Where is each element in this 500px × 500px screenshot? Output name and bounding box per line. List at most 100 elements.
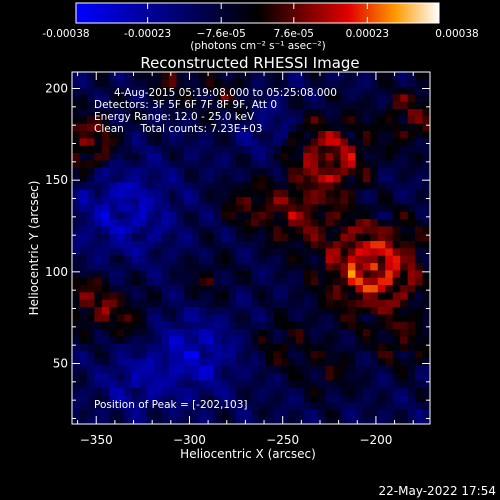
heatmap-cell xyxy=(265,204,274,212)
heatmap-cell xyxy=(265,270,274,278)
heatmap-cell xyxy=(377,204,386,212)
heatmap-cell xyxy=(415,284,423,293)
heatmap-cell xyxy=(370,108,379,117)
heatmap-cell xyxy=(310,86,319,95)
x-tick-label: −300 xyxy=(173,433,206,447)
heatmap-cell xyxy=(79,402,88,410)
heatmap-cell xyxy=(295,255,304,264)
heatmap-cell xyxy=(355,306,364,315)
heatmap-cell xyxy=(265,284,274,293)
heatmap-cell xyxy=(340,160,349,168)
heatmap-cell xyxy=(340,402,349,410)
heatmap-cell xyxy=(362,233,371,242)
heatmap-cell xyxy=(79,416,88,424)
heatmap-cell xyxy=(333,255,341,264)
heatmap-cell xyxy=(94,130,103,139)
heatmap-cell xyxy=(310,72,319,80)
heatmap-cell xyxy=(265,211,274,220)
heatmap-cell xyxy=(392,314,401,322)
heatmap-cell xyxy=(370,138,379,146)
heatmap-cell xyxy=(139,248,147,256)
heatmap-cell xyxy=(347,255,356,264)
heatmap-cell xyxy=(146,79,155,88)
heatmap-cell xyxy=(377,138,386,146)
heatmap-cell xyxy=(94,218,103,227)
heatmap-cell xyxy=(86,277,95,286)
heatmap-cell xyxy=(273,380,282,388)
heatmap-cell xyxy=(310,299,319,308)
heatmap-cell xyxy=(280,387,289,396)
heatmap-cell xyxy=(392,277,401,286)
heatmap-cell xyxy=(79,101,88,110)
heatmap-cell xyxy=(288,350,297,359)
heatmap-cell xyxy=(288,321,297,330)
heatmap-cell xyxy=(109,130,118,139)
heatmap-cell xyxy=(131,138,140,146)
heatmap-cell xyxy=(206,101,215,110)
heatmap-cell xyxy=(400,182,409,190)
heatmap-cell xyxy=(206,108,215,117)
heatmap-cell xyxy=(124,409,133,418)
heatmap-cell xyxy=(362,372,371,381)
heatmap-cell xyxy=(310,152,319,161)
heatmap-cell xyxy=(139,196,147,205)
heatmap-cell xyxy=(139,350,147,359)
heatmap-cell xyxy=(72,226,80,234)
heatmap-cell xyxy=(325,336,334,344)
heatmap-cell xyxy=(362,108,371,117)
heatmap-cell xyxy=(258,226,267,234)
heatmap-cell xyxy=(116,211,125,220)
heatmap-cell xyxy=(86,233,95,242)
heatmap-cell xyxy=(325,211,334,220)
heatmap-cell xyxy=(325,233,334,242)
heatmap-cell xyxy=(251,130,259,139)
heatmap-cell xyxy=(168,79,177,88)
heatmap-cell xyxy=(385,94,394,102)
heatmap-cell xyxy=(325,204,334,212)
heatmap-cell xyxy=(355,336,364,344)
heatmap-cell xyxy=(392,328,401,337)
heatmap-cell xyxy=(109,358,118,366)
heatmap-cell xyxy=(265,365,274,374)
heatmap-cell xyxy=(355,86,364,95)
heatmap-cell xyxy=(228,123,237,132)
heatmap-cell xyxy=(213,350,222,359)
heatmap-cell xyxy=(347,211,356,220)
heatmap-cell xyxy=(72,284,80,293)
heatmap-cell xyxy=(340,314,349,322)
heatmap-cell xyxy=(303,211,312,220)
heatmap-cell xyxy=(183,123,192,132)
heatmap-cell xyxy=(228,116,237,124)
heatmap-cell xyxy=(243,189,252,198)
heatmap-cell xyxy=(228,182,237,190)
heatmap-cell xyxy=(116,160,125,168)
heatmap-cell xyxy=(206,116,215,124)
heatmap-cell xyxy=(400,277,409,286)
heatmap-cell xyxy=(362,292,371,300)
heatmap-cell xyxy=(124,314,133,322)
heatmap-cell xyxy=(407,306,416,315)
heatmap-cell xyxy=(325,299,334,308)
heatmap-cell xyxy=(340,306,349,315)
heatmap-cell xyxy=(94,306,103,315)
heatmap-cell xyxy=(280,350,289,359)
heatmap-cell xyxy=(94,292,103,300)
heatmap-cell xyxy=(303,108,312,117)
heatmap-cell xyxy=(168,211,177,220)
heatmap-cell xyxy=(198,416,207,424)
heatmap-cell xyxy=(295,277,304,286)
heatmap-cell xyxy=(280,218,289,227)
heatmap-cell xyxy=(243,350,252,359)
heatmap-cell xyxy=(355,372,364,381)
heatmap-cell xyxy=(265,116,274,124)
heatmap-cell xyxy=(295,343,304,352)
heatmap-cell xyxy=(340,116,349,124)
heatmap-cell xyxy=(310,284,319,293)
heatmap-cell xyxy=(407,372,416,381)
heatmap-cell xyxy=(176,372,185,381)
heatmap-cell xyxy=(221,182,230,190)
heatmap-cell xyxy=(101,270,110,278)
heatmap-cell xyxy=(303,372,312,381)
heatmap-cell xyxy=(370,182,379,190)
heatmap-cell xyxy=(213,211,222,220)
